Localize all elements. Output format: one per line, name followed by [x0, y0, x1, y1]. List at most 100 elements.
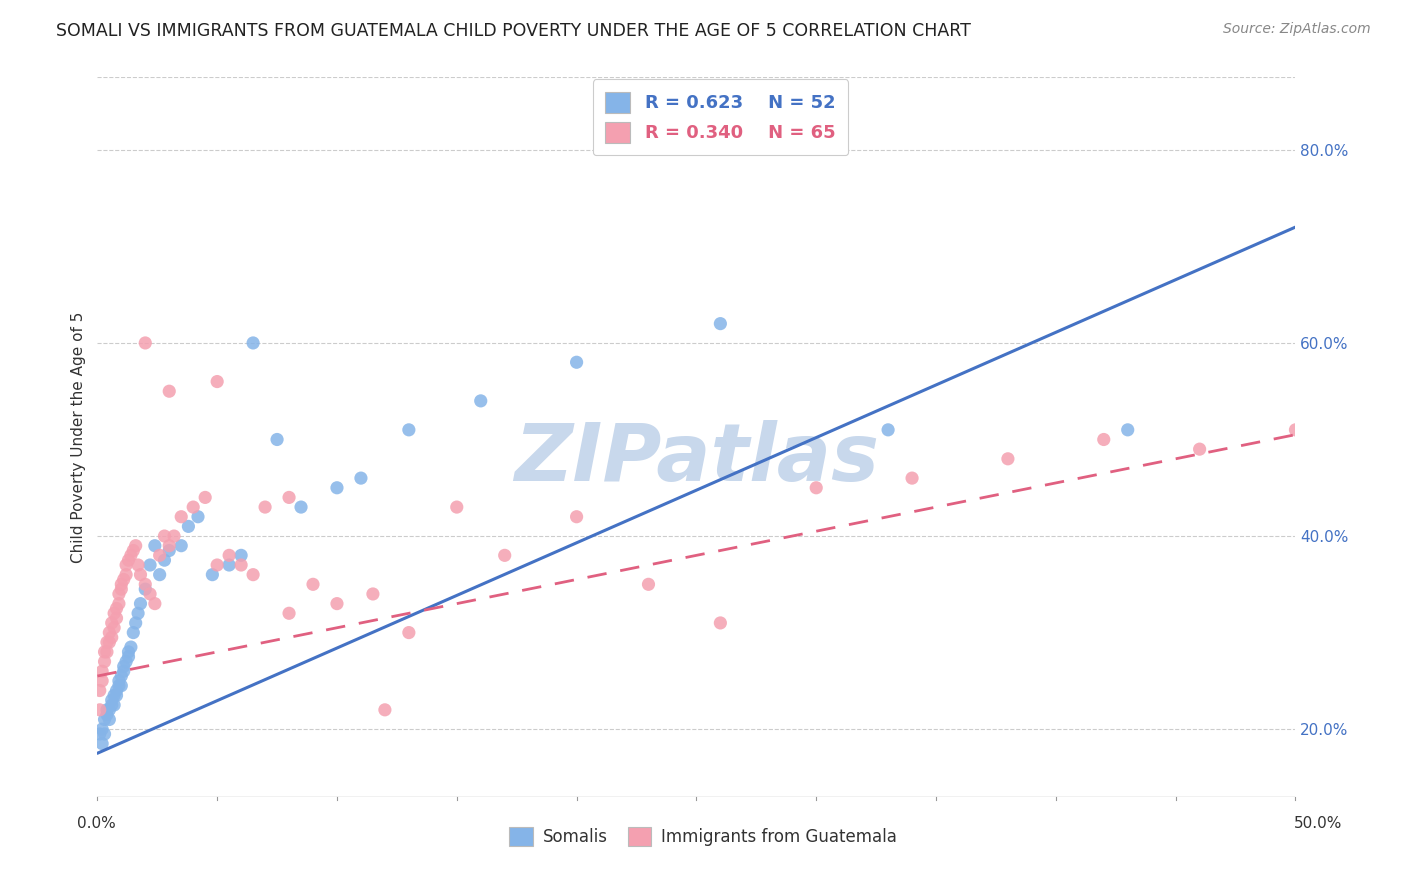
- Point: [110, 669, 132, 683]
- Text: SOMALI VS IMMIGRANTS FROM GUATEMALA CHILD POVERTY UNDER THE AGE OF 5 CORRELATION: SOMALI VS IMMIGRANTS FROM GUATEMALA CHIL…: [56, 22, 972, 40]
- Point: [100, 693, 122, 707]
- Point: [143, 539, 166, 553]
- Point: [205, 375, 228, 389]
- Point: [89, 727, 111, 741]
- Point: [127, 558, 149, 572]
- Point: [120, 549, 142, 563]
- Point: [181, 500, 204, 514]
- Point: [96, 703, 118, 717]
- Point: [100, 698, 122, 712]
- Point: [112, 659, 135, 673]
- Point: [103, 607, 125, 621]
- Text: 50.0%: 50.0%: [1295, 816, 1343, 831]
- Point: [93, 655, 115, 669]
- Legend: R = 0.623    N = 52, R = 0.340    N = 65: R = 0.623 N = 52, R = 0.340 N = 65: [592, 79, 848, 155]
- Point: [242, 335, 264, 350]
- Point: [91, 664, 114, 678]
- Point: [326, 597, 349, 611]
- Point: [709, 615, 731, 630]
- Point: [163, 529, 186, 543]
- Point: [901, 471, 924, 485]
- Point: [278, 491, 301, 505]
- Point: [110, 582, 132, 596]
- Point: [229, 549, 252, 563]
- Point: [108, 587, 131, 601]
- Point: [117, 553, 139, 567]
- Point: [105, 601, 128, 615]
- Point: [877, 423, 900, 437]
- Point: [205, 558, 228, 572]
- Point: [129, 567, 152, 582]
- Point: [997, 451, 1019, 466]
- Point: [177, 519, 200, 533]
- Point: [143, 597, 166, 611]
- Point: [105, 683, 128, 698]
- Point: [149, 549, 172, 563]
- Point: [266, 433, 288, 447]
- Point: [105, 689, 128, 703]
- Point: [96, 645, 118, 659]
- Point: [398, 625, 420, 640]
- Point: [398, 423, 420, 437]
- Point: [112, 664, 135, 678]
- Point: [326, 481, 349, 495]
- Point: [98, 635, 121, 649]
- Text: Source: ZipAtlas.com: Source: ZipAtlas.com: [1223, 22, 1371, 37]
- Point: [105, 611, 128, 625]
- Point: [91, 673, 114, 688]
- Point: [112, 573, 135, 587]
- Point: [89, 703, 111, 717]
- Point: [103, 621, 125, 635]
- Point: [100, 631, 122, 645]
- Point: [93, 645, 115, 659]
- Point: [194, 491, 217, 505]
- Point: [98, 713, 121, 727]
- Point: [565, 509, 588, 524]
- Legend: Somalis, Immigrants from Guatemala: Somalis, Immigrants from Guatemala: [502, 820, 904, 853]
- Point: [201, 567, 224, 582]
- Point: [100, 615, 122, 630]
- Point: [125, 539, 148, 553]
- Point: [98, 625, 121, 640]
- Point: [1092, 433, 1115, 447]
- Point: [229, 558, 252, 572]
- Point: [153, 529, 176, 543]
- Point: [91, 737, 114, 751]
- Point: [108, 673, 131, 688]
- Point: [157, 543, 180, 558]
- Point: [115, 558, 138, 572]
- Point: [117, 649, 139, 664]
- Point: [170, 509, 193, 524]
- Point: [1188, 442, 1211, 457]
- Point: [122, 625, 145, 640]
- Point: [91, 722, 114, 736]
- Point: [110, 679, 132, 693]
- Point: [242, 567, 264, 582]
- Point: [108, 679, 131, 693]
- Point: [103, 689, 125, 703]
- Point: [446, 500, 468, 514]
- Point: [110, 577, 132, 591]
- Text: ZIPatlas: ZIPatlas: [515, 419, 879, 498]
- Point: [302, 577, 325, 591]
- Point: [125, 615, 148, 630]
- Point: [89, 683, 111, 698]
- Point: [187, 509, 209, 524]
- Point: [637, 577, 659, 591]
- Point: [565, 355, 588, 369]
- Point: [806, 481, 828, 495]
- Point: [374, 703, 396, 717]
- Point: [278, 607, 301, 621]
- Point: [494, 549, 516, 563]
- Point: [290, 500, 312, 514]
- Point: [218, 558, 240, 572]
- Point: [96, 635, 118, 649]
- Point: [157, 384, 180, 399]
- Point: [1116, 423, 1139, 437]
- Point: [93, 727, 115, 741]
- Point: [117, 645, 139, 659]
- Point: [139, 587, 162, 601]
- Point: [153, 553, 176, 567]
- Point: [470, 393, 492, 408]
- Point: [122, 543, 145, 558]
